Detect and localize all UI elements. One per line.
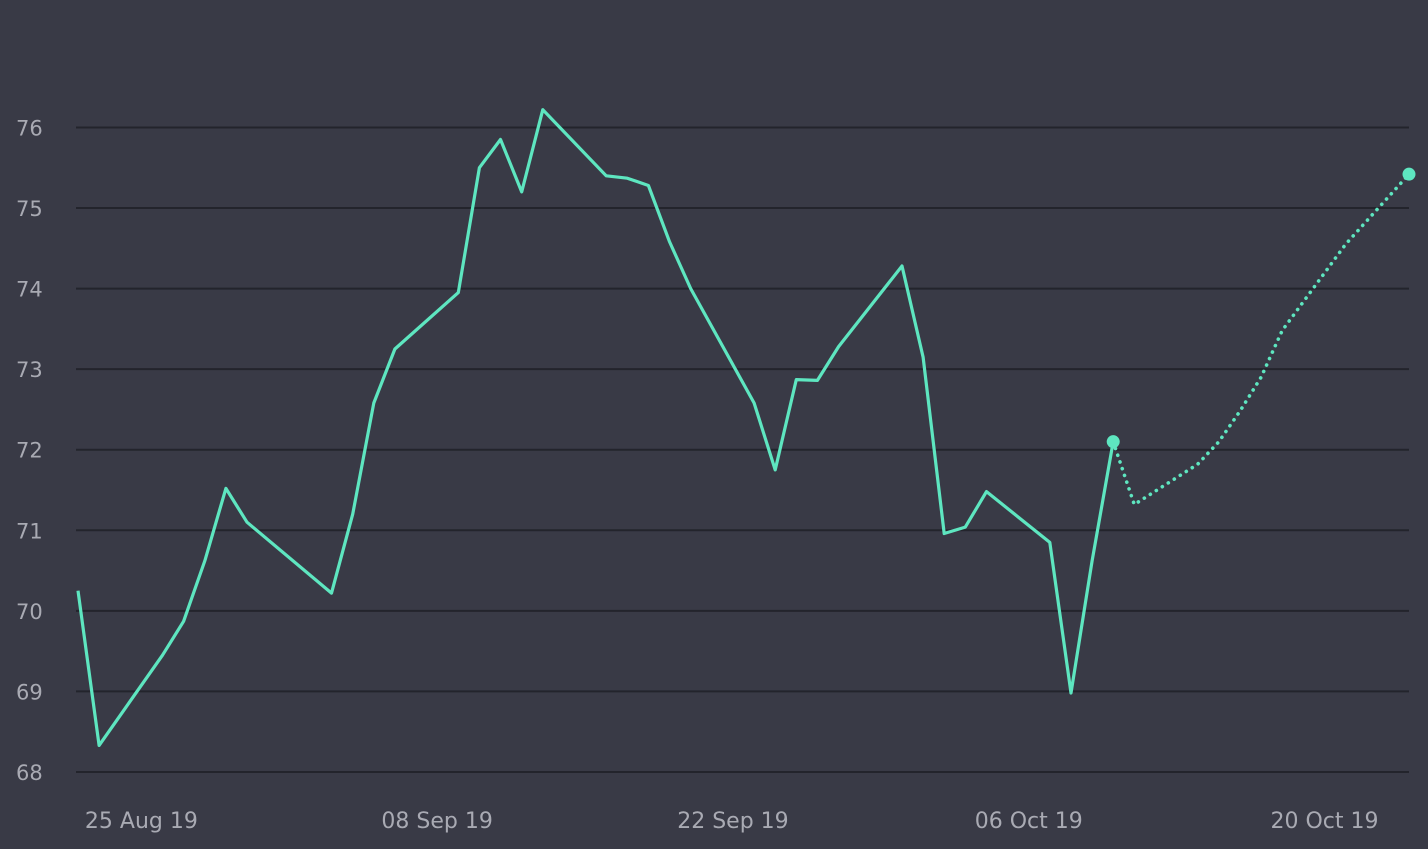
x-tick-label: 06 Oct 19 — [975, 809, 1083, 834]
x-tick-label: 22 Sep 19 — [677, 809, 788, 834]
x-tick-label: 25 Aug 19 — [85, 809, 198, 834]
endpoints — [1106, 167, 1416, 449]
gridlines — [76, 126, 1409, 773]
series-endpoint-marker — [1106, 435, 1120, 449]
price-series-line — [76, 108, 1115, 747]
x-tick-label: 20 Oct 19 — [1270, 809, 1378, 834]
series-endpoint-marker — [1402, 167, 1416, 181]
y-axis: 68 69 70 71 72 73 74 75 76 — [16, 116, 43, 785]
y-tick-label: 72 — [16, 439, 43, 463]
x-axis: 25 Aug 19 08 Sep 19 22 Sep 19 06 Oct 19 20 O… — [85, 809, 1379, 834]
forecast-series-line — [1111, 172, 1411, 507]
y-tick-label: 75 — [16, 197, 43, 221]
x-tick-label: 08 Sep 19 — [381, 809, 492, 834]
y-tick-label: 74 — [16, 278, 43, 302]
y-tick-label: 70 — [16, 600, 43, 624]
y-tick-label: 69 — [16, 680, 43, 704]
series — [76, 108, 1411, 747]
y-tick-label: 73 — [16, 358, 43, 382]
y-tick-label: 71 — [16, 519, 43, 543]
y-tick-label: 68 — [16, 761, 43, 785]
y-tick-label: 76 — [16, 116, 43, 140]
